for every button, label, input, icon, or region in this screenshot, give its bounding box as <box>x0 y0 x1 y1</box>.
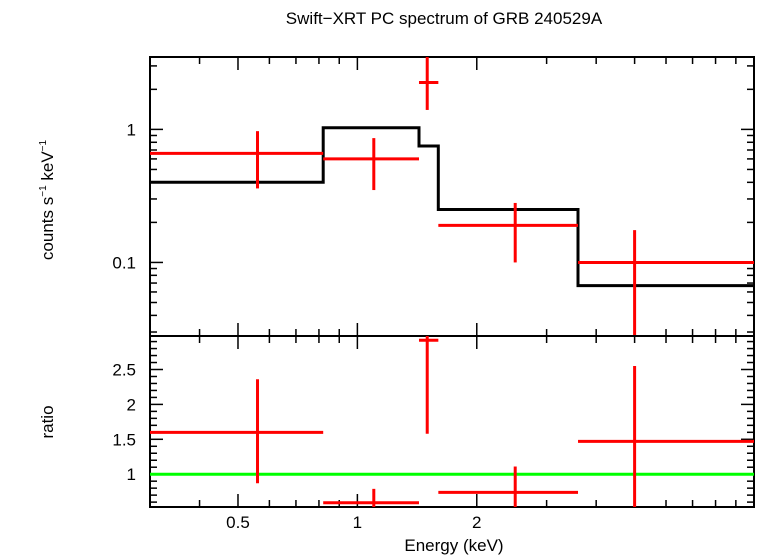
model-histogram <box>150 126 754 288</box>
y-axis-label-ratio: ratio <box>38 405 57 438</box>
y-axis-label-spectrum: counts s−1 keV−1 <box>38 139 57 260</box>
chart-title: Swift−XRT PC spectrum of GRB 240529A <box>286 9 603 28</box>
y-tick-label: 1 <box>127 465 136 484</box>
spectrum-panel: 0.11 <box>112 56 755 337</box>
ratio-panel: 1 1.5 2 2.5 0.5 1 2 <box>112 335 755 532</box>
y-tick-label: 0.1 <box>112 253 136 272</box>
ylabel-part-counts: counts s <box>38 197 57 260</box>
x-axis-label: Energy (keV) <box>404 536 503 555</box>
x-tick-label: 2 <box>472 513 481 532</box>
x-tick-label: 1 <box>353 513 362 532</box>
spectrum-frame <box>149 56 755 337</box>
ylabel-part-kev: keV <box>38 151 57 186</box>
ratio-frame <box>149 335 755 508</box>
y-tick-label: 2.5 <box>112 361 136 380</box>
ylabel-exp-2: −1 <box>38 139 49 151</box>
ylabel-exp-1: −1 <box>38 185 49 197</box>
y-tick-label: 2 <box>127 395 136 414</box>
y-tick-label: 1 <box>127 120 136 139</box>
x-tick-label: 0.5 <box>226 513 250 532</box>
y-tick-label: 1.5 <box>112 430 136 449</box>
